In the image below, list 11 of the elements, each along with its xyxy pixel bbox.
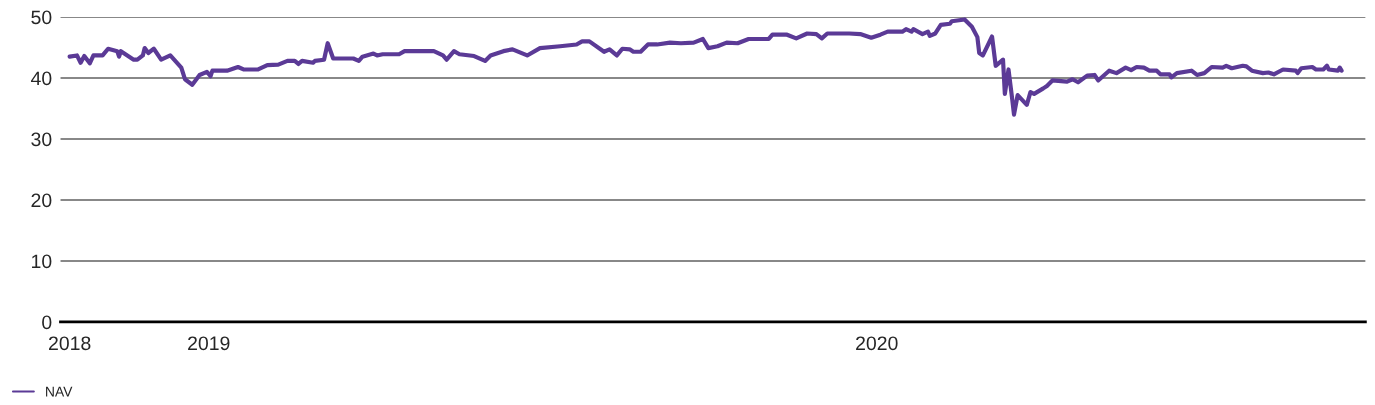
y-tick-label: 40: [30, 71, 52, 86]
y-tick-label: 50: [31, 10, 52, 25]
y-tick-label: 20: [31, 193, 52, 208]
x-tick-label: 2018: [49, 336, 91, 351]
y-tick-label: 30: [31, 132, 52, 147]
x-tick-label: 2019: [188, 336, 230, 351]
y-tick-label: 10: [32, 254, 52, 269]
y-tick-label: 0: [42, 315, 52, 330]
x-tick-label: 2020: [856, 336, 898, 351]
line-series: [67, 17, 1344, 117]
legend-label: NAV: [46, 386, 73, 397]
